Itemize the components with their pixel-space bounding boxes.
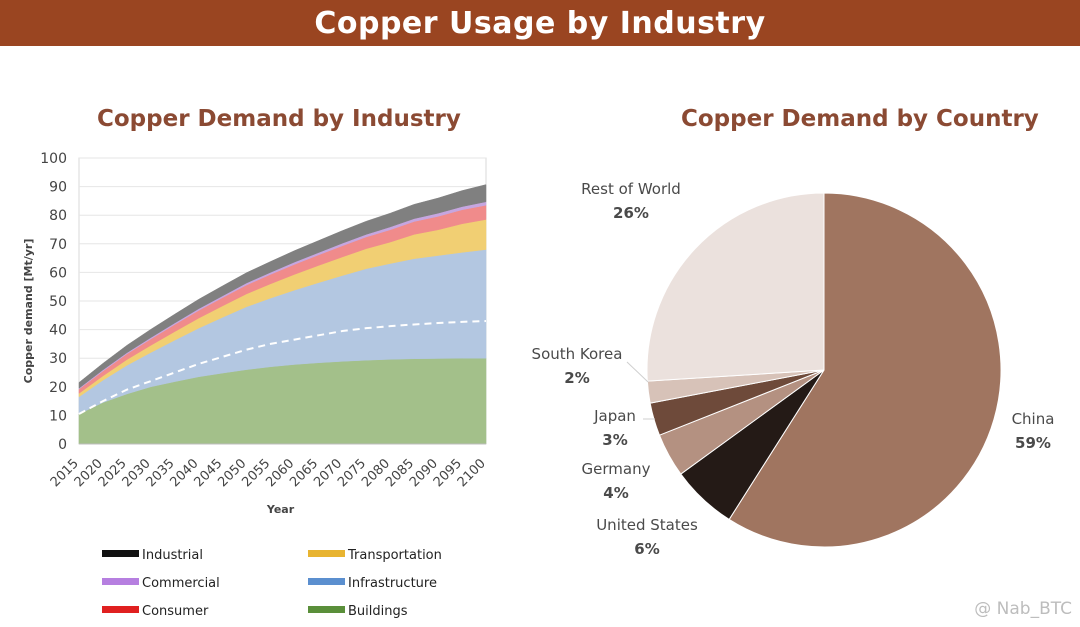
y-tick-label: 0 [58, 437, 67, 453]
country-chart-title: Copper Demand by Country [681, 106, 1039, 132]
legend-label: Commercial [142, 576, 220, 591]
pie-pct-united-states: 6% [634, 540, 659, 558]
y-axis-label: Copper demand [Mt/yr] [22, 239, 35, 384]
leader-line [626, 361, 649, 383]
watermark: @ Nab_BTC [974, 599, 1072, 619]
y-tick-label: 90 [49, 180, 67, 196]
legend-swatch [102, 578, 139, 585]
legend-swatch [102, 606, 139, 613]
pie-pct-germany: 4% [603, 484, 628, 502]
pie-pct-china: 59% [1015, 434, 1051, 452]
y-tick-label: 40 [49, 323, 67, 339]
legend-swatch [102, 550, 139, 557]
x-tick-label: 2100 [455, 456, 489, 490]
x-axis-label: Year [266, 503, 295, 516]
industry-chart-title: Copper Demand by Industry [97, 106, 461, 132]
y-tick-label: 50 [49, 294, 67, 310]
legend-label: Infrastructure [348, 576, 437, 591]
pie-pct-south-korea: 2% [564, 369, 589, 387]
dashed-line [78, 320, 487, 415]
legend-swatch [308, 550, 345, 557]
y-tick-label: 20 [49, 380, 67, 396]
y-tick-label: 60 [49, 265, 67, 281]
pie-label-united-states: United States [596, 516, 698, 534]
pie-label-rest-of-world: Rest of World [581, 180, 681, 198]
legend-swatch [308, 606, 345, 613]
pie-pct-rest-of-world: 26% [613, 204, 649, 222]
pie-label-south-korea: South Korea [532, 345, 623, 363]
y-tick-label: 80 [49, 208, 67, 224]
pie-label-germany: Germany [582, 460, 651, 478]
legend-label: Buildings [348, 604, 408, 619]
legend-label: Industrial [142, 548, 203, 563]
y-tick-label: 70 [49, 237, 67, 253]
legend-label: Transportation [347, 548, 442, 563]
y-tick-label: 30 [49, 351, 67, 367]
pie-slice-rest-of-world [646, 192, 825, 382]
pie-pct-japan: 3% [602, 431, 627, 449]
area-series-industrial [78, 184, 487, 389]
pie-label-china: China [1012, 410, 1055, 428]
banner-title: Copper Usage by Industry [314, 5, 766, 41]
banner: Copper Usage by Industry [0, 0, 1080, 46]
legend-swatch [308, 578, 345, 585]
pie-slice-china [728, 192, 1002, 548]
pie-label-japan: Japan [593, 407, 636, 425]
legend-label: Consumer [142, 604, 209, 619]
y-tick-label: 10 [49, 408, 67, 424]
y-tick-label: 100 [40, 151, 67, 167]
